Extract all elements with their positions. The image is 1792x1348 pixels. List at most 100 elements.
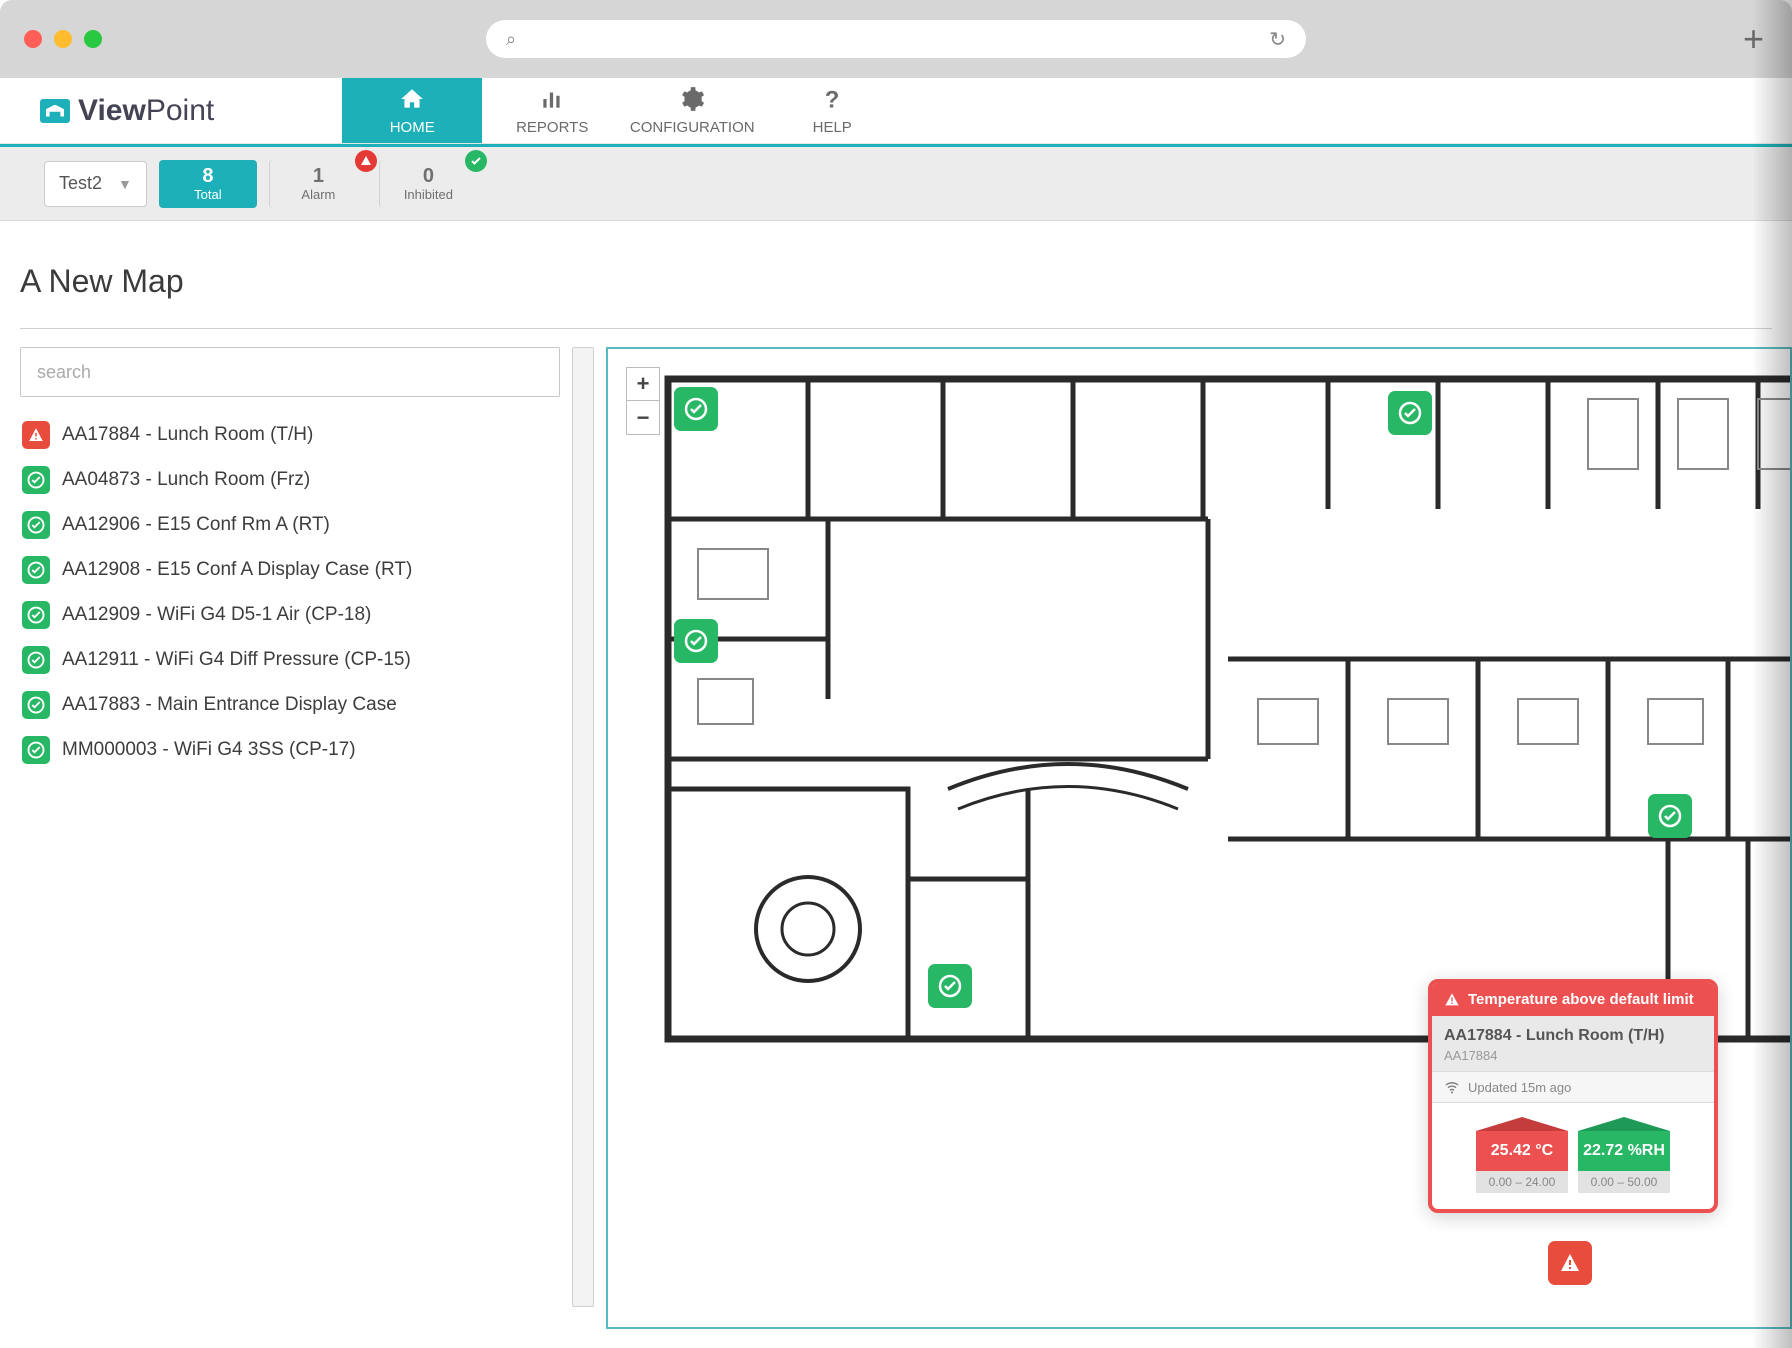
map-marker[interactable] [1548,1241,1592,1285]
window-controls [24,30,102,48]
popup-header-text: Temperature above default limit [1468,991,1694,1008]
stat-inhibited-label: Inhibited [404,188,453,203]
stat-total-value: 8 [202,165,213,188]
check-icon [22,556,50,584]
sensor-label: AA17884 - Lunch Room (T/H) [62,424,313,446]
alert-icon [22,421,50,449]
refresh-icon[interactable]: ↻ [1269,27,1286,52]
help-icon: ? [819,86,845,117]
svg-text:?: ? [825,86,840,111]
map-marker[interactable] [674,619,718,663]
nav-home[interactable]: HOME [342,78,482,143]
panel-resize-handle[interactable] [572,347,594,1307]
alert-icon [1444,992,1460,1008]
sensor-alert-popup[interactable]: Temperature above default limit AA17884 … [1428,979,1718,1213]
wifi-icon [1444,1079,1460,1095]
alarm-badge-icon [355,150,377,172]
reading-alarm: 25.42 °C0.00 – 24.00 [1476,1117,1568,1193]
browser-chrome: ⌕ ↻ + [0,0,1792,78]
sensor-list-item[interactable]: MM000003 - WiFi G4 3SS (CP-17) [20,728,560,772]
reading-ok: 22.72 %RH0.00 – 50.00 [1578,1117,1670,1193]
app-header: ViewPoint HOME REPORTS CONFIGURATION? HELP [0,78,1792,144]
popup-header: Temperature above default limit [1432,983,1714,1016]
close-window-button[interactable] [24,30,42,48]
nav-label: HOME [390,119,435,136]
popup-updated-text: Updated 15m ago [1468,1080,1571,1095]
popup-body: AA17884 - Lunch Room (T/H) AA17884 [1432,1016,1714,1071]
map-marker[interactable] [674,387,718,431]
nav-help[interactable]: ? HELP [762,78,902,143]
sensor-search-input[interactable] [20,347,560,397]
home-icon [399,86,425,117]
stat-inhibited[interactable]: 0 Inhibited [379,160,477,208]
nav-label: CONFIGURATION [630,119,755,136]
sensor-sidebar: AA17884 - Lunch Room (T/H) AA04873 - Lunc… [20,347,560,1329]
chart-icon [539,86,565,117]
map-marker[interactable] [1388,391,1432,435]
check-icon [22,601,50,629]
stat-total-label: Total [194,188,221,203]
group-dropdown[interactable]: Test2 ▼ [44,161,147,207]
page-title: A New Map [0,221,1792,328]
stat-alarm-label: Alarm [301,188,335,203]
nav-reports[interactable]: REPORTS [482,78,622,143]
sensor-list: AA17884 - Lunch Room (T/H) AA04873 - Lunc… [20,413,560,772]
map-marker[interactable] [928,964,972,1008]
reading-roof [1476,1117,1568,1131]
sensor-label: AA17883 - Main Entrance Display Case [62,694,397,716]
popup-updated: Updated 15m ago [1432,1071,1714,1103]
sensor-list-item[interactable]: AA17884 - Lunch Room (T/H) [20,413,560,457]
logo-icon [40,99,70,123]
check-icon [22,691,50,719]
map-marker[interactable] [1648,794,1692,838]
url-bar[interactable]: ⌕ ↻ [486,20,1306,58]
dropdown-selected: Test2 [59,173,102,194]
sensor-label: MM000003 - WiFi G4 3SS (CP-17) [62,739,356,761]
sensor-list-item[interactable]: AA04873 - Lunch Room (Frz) [20,458,560,502]
sensor-list-item[interactable]: AA17883 - Main Entrance Display Case [20,683,560,727]
app-logo[interactable]: ViewPoint [0,78,242,143]
gear-icon [679,86,705,117]
maximize-window-button[interactable] [84,30,102,48]
check-icon [22,511,50,539]
reading-roof [1578,1117,1670,1131]
popup-subtitle: AA17884 [1444,1048,1702,1063]
nav-label: HELP [813,119,852,136]
stat-alarm-value: 1 [313,165,324,188]
check-icon [22,466,50,494]
check-icon [22,736,50,764]
nav-label: REPORTS [516,119,588,136]
ok-badge-icon [465,150,487,172]
stat-total[interactable]: 8 Total [159,160,257,208]
floorplan-svg [648,359,1792,1059]
sensor-label: AA12909 - WiFi G4 D5-1 Air (CP-18) [62,604,371,626]
reading-value: 25.42 °C [1476,1131,1568,1171]
status-bar: Test2 ▼ 8 Total 1 Alarm 0 Inhibited [0,147,1792,221]
sensor-list-item[interactable]: AA12908 - E15 Conf A Display Case (RT) [20,548,560,592]
sensor-list-item[interactable]: AA12909 - WiFi G4 D5-1 Air (CP-18) [20,593,560,637]
sensor-label: AA12908 - E15 Conf A Display Case (RT) [62,559,412,581]
floorplan-map[interactable]: + − [606,347,1792,1329]
stat-alarm[interactable]: 1 Alarm [269,160,367,208]
search-icon: ⌕ [506,29,516,50]
sensor-label: AA04873 - Lunch Room (Frz) [62,469,310,491]
logo-text: ViewPoint [78,94,214,128]
sensor-label: AA12906 - E15 Conf Rm A (RT) [62,514,330,536]
popup-readings: 25.42 °C0.00 – 24.0022.72 %RH0.00 – 50.0… [1432,1103,1714,1209]
stat-inhibited-value: 0 [423,165,434,188]
check-icon [22,646,50,674]
minimize-window-button[interactable] [54,30,72,48]
zoom-controls: + − [626,367,660,435]
zoom-in-button[interactable]: + [626,367,660,401]
reading-range: 0.00 – 50.00 [1578,1171,1670,1193]
chevron-down-icon: ▼ [118,176,132,192]
sensor-list-item[interactable]: AA12906 - E15 Conf Rm A (RT) [20,503,560,547]
new-tab-button[interactable]: + [1743,18,1764,60]
reading-range: 0.00 – 24.00 [1476,1171,1568,1193]
zoom-out-button[interactable]: − [626,401,660,435]
nav-configuration[interactable]: CONFIGURATION [622,78,762,143]
sensor-list-item[interactable]: AA12911 - WiFi G4 Diff Pressure (CP-15) [20,638,560,682]
popup-title: AA17884 - Lunch Room (T/H) [1444,1026,1702,1046]
main-nav: HOME REPORTS CONFIGURATION? HELP [342,78,902,143]
main-content: AA17884 - Lunch Room (T/H) AA04873 - Lunc… [0,329,1792,1329]
